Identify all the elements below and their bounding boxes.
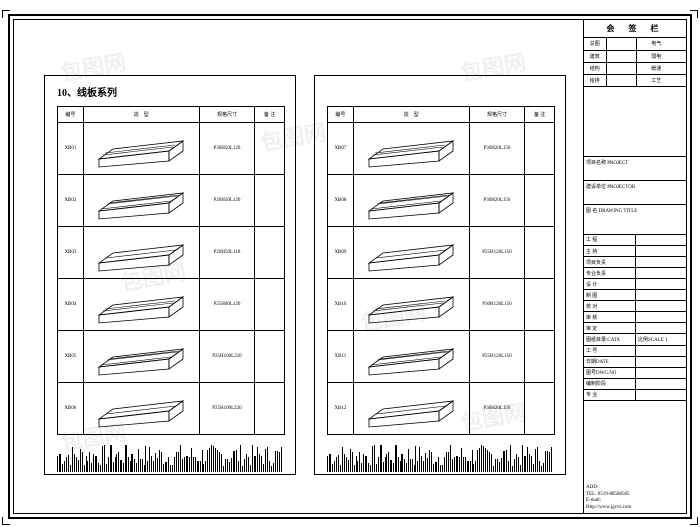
row-profile (353, 227, 469, 279)
row-note (525, 383, 555, 435)
col-spec: 规格尺寸 (199, 107, 255, 123)
row-profile (353, 383, 469, 435)
row-profile (83, 279, 199, 331)
row-spec: P30H50L120 (199, 123, 255, 175)
row-note (525, 227, 555, 279)
row-spec: P25H120L150 (469, 331, 525, 383)
col-id: 编号 (58, 107, 84, 123)
project-name-block: 项目名称 PROJECT (584, 157, 687, 181)
row-profile (83, 227, 199, 279)
row-note (255, 227, 285, 279)
col-shape: 造 型 (353, 107, 469, 123)
row-spec: P25H120L150 (469, 227, 525, 279)
row-profile (83, 175, 199, 227)
row-note (255, 383, 285, 435)
row-id: XB01 (58, 123, 84, 175)
row-profile (83, 331, 199, 383)
row-profile (353, 123, 469, 175)
table-row: XB11 P25H120L150 (328, 331, 555, 383)
row-id: XB12 (328, 383, 354, 435)
row-id: XB10 (328, 279, 354, 331)
catalog-page-right: 编号 造 型 规格尺寸 备 注 XB07 P30H20L150 XB08 P30… (314, 75, 566, 475)
personnel-table: 工 程主 持项目负责专业负责设 计制 图校 对审 核审 定 (584, 235, 687, 335)
table-row: XB09 P25H120L150 (328, 227, 555, 279)
row-profile (353, 331, 469, 383)
row-spec: P30H20L150 (469, 383, 525, 435)
table-row: XB02 P20H50L120 (58, 175, 285, 227)
row-id: XB05 (58, 331, 84, 383)
table-row: XB06 P25H100L220 (58, 383, 285, 435)
row-id: XB11 (328, 331, 354, 383)
row-spec: P30H20L150 (469, 123, 525, 175)
row-id: XB08 (328, 175, 354, 227)
table-row: XB08 P30H20L150 (328, 175, 555, 227)
table-row: XB03 P20H50L118 (58, 227, 285, 279)
row-id: XB06 (58, 383, 84, 435)
catalog-page-left: 10、线板系列 编号 造 型 规格尺寸 备 注 XB01 P30H50L120 … (44, 75, 296, 475)
row-spec: P25H60L120 (199, 279, 255, 331)
row-note (255, 331, 285, 383)
title-block: 会 签 栏 总图电气建筑弱电结构暖通给排工艺 项目名称 PROJECT 建设单位… (583, 20, 687, 513)
row-spec: P20H50L120 (199, 175, 255, 227)
row-spec: P20H50L118 (199, 227, 255, 279)
barcode-right (327, 442, 553, 472)
row-note (255, 279, 285, 331)
col-note: 备 注 (525, 107, 555, 123)
row-profile (83, 383, 199, 435)
row-spec: P25H100L220 (199, 331, 255, 383)
contact-footer: ADD: TEL: 0519-88588585 E-mail: Http://w… (586, 485, 685, 511)
row-spec: P25H100L220 (199, 383, 255, 435)
row-id: XB09 (328, 227, 354, 279)
col-shape: 造 型 (83, 107, 199, 123)
signature-table: 总图电气建筑弱电结构暖通给排工艺 (584, 38, 687, 87)
table-row: XB10 P30H120L150 (328, 279, 555, 331)
signature-panel-title: 会 签 栏 (584, 20, 687, 38)
table-row: XB04 P25H60L120 (58, 279, 285, 331)
row-id: XB04 (58, 279, 84, 331)
drawing-meta-table: 图纸目录:CATA比例SCALE 1工 号日期DATE图号DWG.NO编制阶段专… (584, 334, 687, 401)
profile-table-right: 编号 造 型 规格尺寸 备 注 XB07 P30H20L150 XB08 P30… (327, 106, 555, 435)
col-spec: 规格尺寸 (469, 107, 525, 123)
row-profile (83, 123, 199, 175)
row-spec: P30H20L150 (469, 175, 525, 227)
table-row: XB05 P25H100L220 (58, 331, 285, 383)
row-id: XB07 (328, 123, 354, 175)
col-id: 编号 (328, 107, 354, 123)
row-id: XB03 (58, 227, 84, 279)
owner-block: 建设单位 PROJECTOR (584, 181, 687, 205)
row-note (255, 123, 285, 175)
barcode-left (57, 442, 283, 472)
profile-table-left: 编号 造 型 规格尺寸 备 注 XB01 P30H50L120 XB02 P20… (57, 106, 285, 435)
section-title: 10、线板系列 (57, 84, 117, 99)
drawing-main-area: 10、线板系列 编号 造 型 规格尺寸 备 注 XB01 P30H50L120 … (14, 20, 582, 513)
row-profile (353, 175, 469, 227)
row-note (525, 279, 555, 331)
drawing-title-block: 图 名 DRAWING TITLE (584, 205, 687, 235)
table-row: XB12 P30H20L150 (328, 383, 555, 435)
row-profile (353, 279, 469, 331)
row-id: XB02 (58, 175, 84, 227)
url-line: Http://www.jgcvs.com (586, 505, 685, 512)
row-note (525, 123, 555, 175)
row-spec: P30H120L150 (469, 279, 525, 331)
table-row: XB01 P30H50L120 (58, 123, 285, 175)
row-note (255, 175, 285, 227)
col-note: 备 注 (255, 107, 285, 123)
row-note (525, 331, 555, 383)
row-note (525, 175, 555, 227)
table-row: XB07 P30H20L150 (328, 123, 555, 175)
